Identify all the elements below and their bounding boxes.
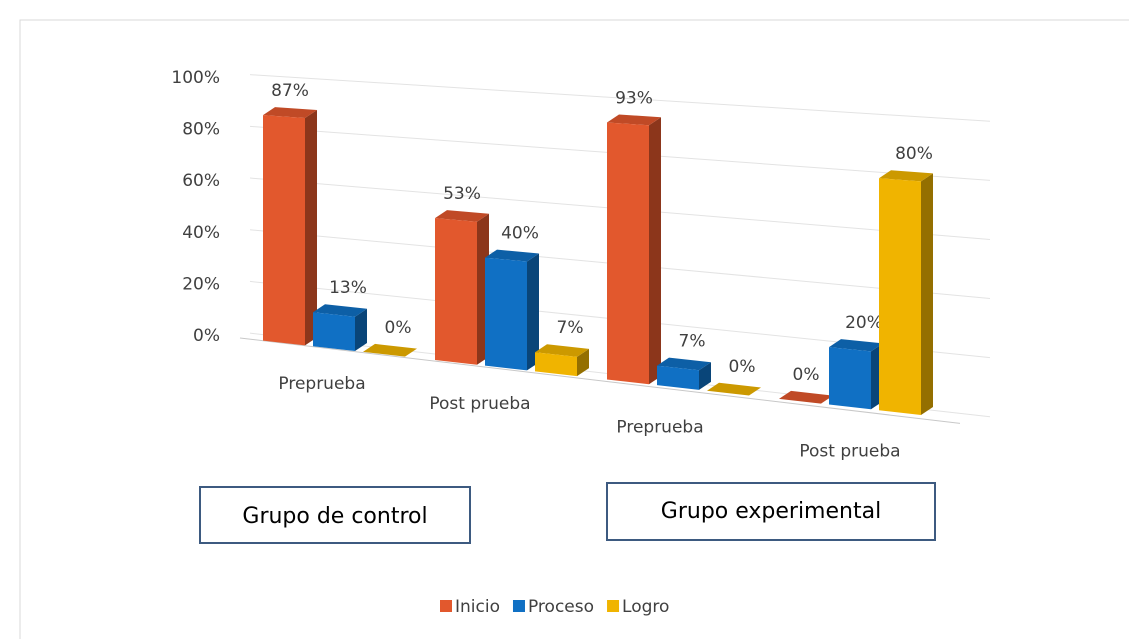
data-label: 80% [895, 144, 933, 164]
bar-face [607, 122, 649, 385]
bar [435, 210, 489, 365]
bar-face [313, 312, 355, 351]
bar [263, 107, 317, 346]
y-tick-label: 100% [171, 68, 220, 88]
data-label: 0% [385, 318, 412, 338]
bar [879, 170, 933, 415]
bar [535, 344, 589, 377]
data-label: 0% [793, 365, 820, 385]
legend-swatch [512, 600, 525, 612]
bar-face [485, 257, 527, 371]
bar-face [313, 304, 367, 317]
bar-face [435, 218, 477, 365]
bar [485, 249, 539, 371]
bar-face [607, 114, 661, 126]
data-label: 93% [615, 88, 653, 108]
bar-face [829, 339, 883, 352]
data-label: 7% [679, 332, 706, 352]
legend-swatch [440, 600, 452, 612]
data-label: 53% [443, 184, 481, 204]
data-label: 0% [729, 357, 756, 377]
bar-face [779, 390, 833, 404]
bar-face [305, 110, 317, 346]
bar-face [577, 348, 589, 377]
group-label: Grupo experimental [661, 499, 881, 524]
y-tick-label: 0% [193, 326, 220, 346]
bar [657, 357, 711, 390]
legend-swatch [607, 600, 620, 612]
bar-face [707, 382, 761, 396]
bar [779, 390, 833, 404]
bar-face [527, 253, 539, 371]
bar-face [879, 178, 921, 415]
bar-face [649, 117, 661, 385]
bar-face [879, 170, 933, 182]
y-tick-label: 40% [182, 223, 220, 243]
bar-face [657, 357, 711, 371]
bar [313, 304, 367, 351]
bar-face [435, 210, 489, 222]
grid-line [249, 74, 991, 122]
y-tick-label: 80% [182, 120, 220, 140]
bar-face [829, 347, 871, 410]
bar-face [263, 115, 305, 346]
y-tick-label: 20% [182, 274, 220, 294]
x-axis [239, 337, 961, 424]
bar-face [699, 362, 711, 390]
x-tick-label: Post prueba [799, 442, 900, 462]
bar-face [535, 352, 577, 377]
data-label: 7% [557, 318, 584, 338]
x-tick-label: Preprueba [616, 417, 703, 437]
chart-border [19, 19, 1129, 639]
x-tick-label: Post prueba [429, 394, 530, 414]
bar-face [657, 365, 699, 390]
legend-label: Inicio [455, 597, 500, 617]
group-box [606, 482, 936, 541]
data-label: 20% [845, 313, 883, 333]
bar-face [535, 344, 589, 357]
y-tick-label: 60% [182, 171, 220, 191]
bar [363, 343, 417, 357]
bar-face [355, 308, 367, 351]
x-tick-label: Preprueba [278, 374, 365, 394]
legend-label: Logro [622, 597, 669, 617]
bar-face [263, 107, 317, 119]
data-label: 87% [271, 81, 309, 101]
group-label: Grupo de control [242, 504, 427, 529]
data-label: 40% [501, 224, 539, 244]
data-label: 13% [329, 278, 367, 298]
legend-label: Proceso [528, 597, 594, 617]
bar-face [363, 343, 417, 357]
bar [607, 114, 661, 385]
bar [707, 382, 761, 396]
group-box [199, 486, 471, 544]
bar-face [485, 249, 539, 262]
bar-face [921, 173, 933, 415]
bar [829, 339, 883, 410]
